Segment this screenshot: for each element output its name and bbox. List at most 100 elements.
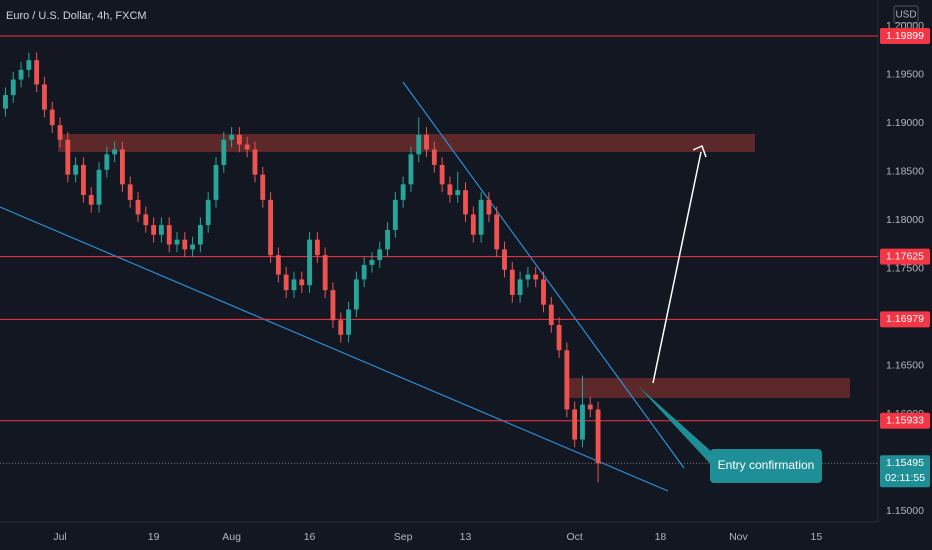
candle-body (252, 149, 258, 175)
overlay: Entry confirmation (638, 144, 822, 483)
callout-box (710, 449, 822, 483)
candle-body (151, 225, 157, 235)
candle-body (408, 154, 414, 185)
candle-body (268, 199, 273, 256)
x-tick-label: Aug (222, 531, 241, 543)
candle-body (322, 255, 328, 291)
candle-body (580, 404, 585, 440)
level-label: 1.17625 (886, 250, 924, 262)
support-zone (567, 378, 850, 398)
candle-body (541, 279, 546, 305)
x-tick-label: Oct (567, 531, 583, 543)
candle-body (34, 60, 40, 85)
candle-body (424, 134, 429, 150)
x-tick-label: 13 (460, 531, 472, 543)
candle-body (96, 169, 102, 205)
y-tick-label: 1.18500 (886, 166, 924, 178)
x-tick-label: 18 (655, 531, 667, 543)
target-arrow (652, 151, 702, 384)
y-tick-label: 1.15000 (886, 505, 924, 517)
callout-text: Entry confirmation (718, 458, 815, 472)
candle-body (81, 164, 86, 196)
candle-body (572, 409, 578, 440)
candle-body (392, 199, 398, 230)
candle-body (26, 60, 32, 70)
candle-body (564, 350, 570, 410)
candle-body (73, 164, 79, 175)
candle-body (10, 79, 16, 96)
candle-body (57, 125, 63, 140)
candle-body (112, 149, 118, 155)
candle-body (361, 264, 367, 280)
currency-box (893, 5, 919, 24)
level-label: 1.15933 (886, 415, 924, 427)
candle-body (42, 84, 47, 110)
candles (3, 52, 601, 483)
last-price-box (880, 455, 930, 488)
arrow-head (692, 144, 707, 158)
candle-body (166, 225, 172, 245)
candle-body (548, 304, 554, 326)
candle-body (190, 244, 196, 250)
x-tick-label: Nov (729, 531, 748, 543)
y-tick-label: 1.16500 (886, 360, 924, 372)
candle-body (346, 309, 351, 335)
candle-body (213, 164, 219, 200)
candle-body (143, 214, 149, 226)
candle-body (49, 109, 55, 126)
candle-body (385, 229, 390, 250)
candle-body (135, 199, 141, 215)
candle-body (229, 134, 235, 140)
x-tick-label: 15 (811, 531, 823, 543)
y-tick-label: 1.17500 (886, 263, 924, 275)
currency: USD (895, 10, 916, 21)
level-label-box (880, 412, 930, 429)
candle-body (416, 134, 422, 155)
candle-body (158, 225, 164, 235)
candle-body (197, 225, 203, 245)
candle-body (525, 274, 531, 280)
candle-body (244, 144, 250, 150)
candle-body (353, 279, 359, 310)
level-label: 1.16979 (886, 313, 924, 325)
candle-body (377, 249, 383, 261)
candle-body (431, 149, 437, 165)
candle-body (174, 239, 180, 245)
candle-body (299, 279, 305, 286)
candle-body (447, 184, 453, 196)
resistance-zone (58, 134, 755, 152)
symbol-title: Euro / U.S. Dollar, 4h, FXCM (6, 10, 147, 22)
last-price-label: 1.15495 (886, 457, 924, 469)
candle-body (221, 139, 227, 165)
candle-body (455, 190, 461, 196)
candle-body (486, 199, 492, 215)
callout-pointer (638, 386, 716, 470)
candle-body (314, 239, 320, 256)
candle-body (65, 139, 71, 175)
x-tick-label: 19 (148, 531, 160, 543)
x-tick-label: Jul (53, 531, 66, 543)
candle-body (463, 190, 468, 215)
candle-body (400, 184, 406, 200)
level-label-box (880, 27, 930, 44)
y-tick-label: 1.19000 (886, 117, 924, 129)
candle-body (595, 409, 601, 464)
candle-body (369, 260, 375, 265)
candle-body (470, 214, 476, 235)
level-label: 1.19899 (886, 30, 924, 42)
candle-body (205, 199, 211, 226)
candle-body (182, 239, 188, 250)
candle-body (587, 404, 593, 410)
candle-body (509, 269, 515, 295)
candle-body (104, 154, 110, 170)
countdown: 02:11:55 (885, 472, 925, 484)
candle-body (517, 279, 523, 295)
candle-body (338, 320, 344, 335)
candle-body (533, 274, 539, 280)
candle-body (120, 149, 125, 185)
candle-body (18, 69, 24, 80)
lower-trend-line (0, 206, 669, 492)
y-tick-label: 1.18000 (886, 214, 924, 226)
candle-body (439, 164, 445, 185)
